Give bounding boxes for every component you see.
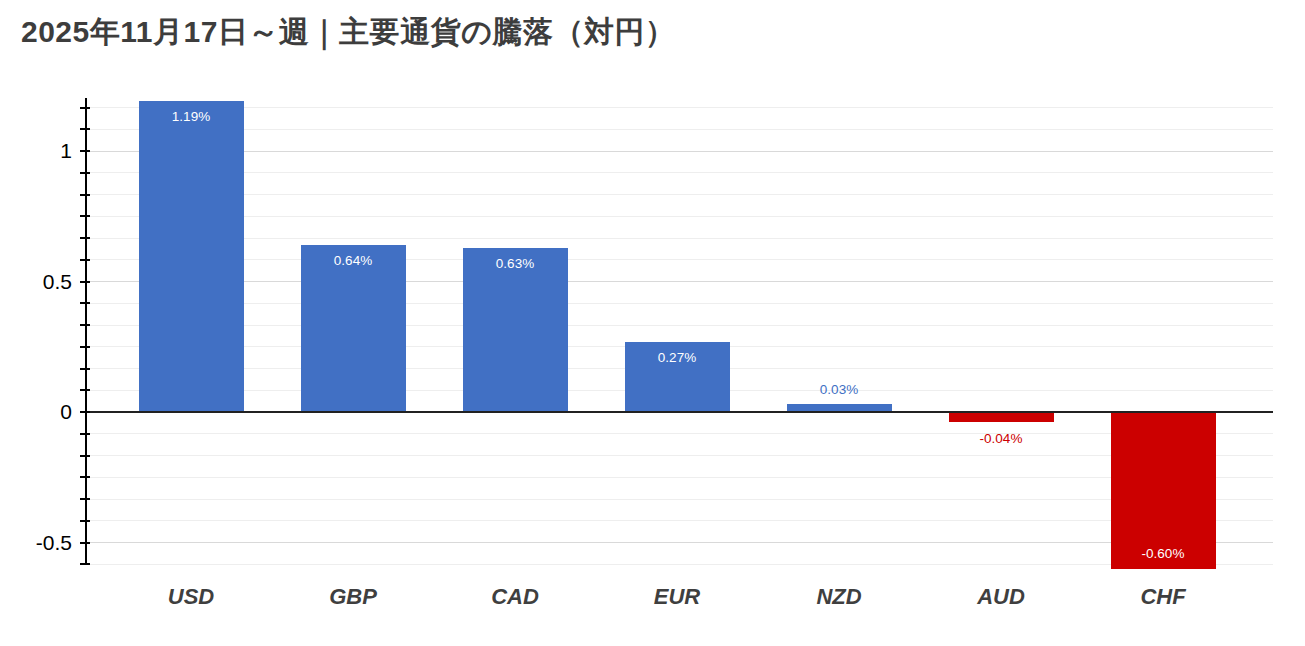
minor-gridline xyxy=(85,129,1273,130)
axis-tick xyxy=(80,476,90,478)
axis-tick xyxy=(80,389,90,391)
axis-tick xyxy=(80,498,90,500)
y-axis-label: 0.5 xyxy=(0,269,72,295)
bar-gbp xyxy=(301,245,406,412)
y-axis-label: 1 xyxy=(0,138,72,164)
minor-gridline xyxy=(85,172,1273,173)
axis-tick xyxy=(80,324,90,326)
axis-tick xyxy=(80,128,90,130)
axis-tick xyxy=(80,346,90,348)
category-label-eur: EUR xyxy=(612,584,742,610)
bar-usd xyxy=(139,101,244,412)
bar-value-label-aud: -0.04% xyxy=(949,431,1054,446)
axis-tick xyxy=(80,259,90,261)
minor-gridline xyxy=(85,325,1273,326)
axis-tick xyxy=(80,281,90,283)
major-gridline xyxy=(85,151,1273,152)
category-label-gbp: GBP xyxy=(288,584,418,610)
axis-tick xyxy=(80,563,90,565)
axis-tick xyxy=(80,194,90,196)
minor-gridline xyxy=(85,499,1273,500)
major-gridline xyxy=(85,281,1273,282)
chart-container: 2025年11月17日～週｜主要通貨の騰落（対円） 1.19% 0.64% 0.63… xyxy=(0,0,1305,646)
minor-gridline xyxy=(85,238,1273,239)
bar-value-label-chf: -0.60% xyxy=(1111,546,1216,561)
y-axis-label: 0 xyxy=(0,399,72,425)
zero-line xyxy=(85,411,1273,413)
axis-tick xyxy=(80,520,90,522)
axis-tick xyxy=(80,433,90,435)
axis-tick xyxy=(80,302,90,304)
major-gridline xyxy=(85,542,1273,543)
bar-value-label-nzd: 0.03% xyxy=(787,382,892,397)
minor-gridline xyxy=(85,194,1273,195)
y-axis-line xyxy=(85,98,87,565)
y-axis-label: -0.5 xyxy=(0,530,72,556)
axis-tick xyxy=(80,172,90,174)
bar-value-label-cad: 0.63% xyxy=(463,256,568,271)
minor-gridline xyxy=(85,564,1273,565)
category-label-chf: CHF xyxy=(1098,584,1228,610)
category-label-cad: CAD xyxy=(450,584,580,610)
minor-gridline xyxy=(85,259,1273,260)
category-label-nzd: NZD xyxy=(774,584,904,610)
bar-cad xyxy=(463,248,568,412)
minor-gridline xyxy=(85,477,1273,478)
minor-gridline xyxy=(85,107,1273,108)
chart-title: 2025年11月17日～週｜主要通貨の騰落（対円） xyxy=(21,12,675,53)
category-label-aud: AUD xyxy=(936,584,1066,610)
axis-tick xyxy=(80,411,90,413)
axis-tick xyxy=(80,150,90,152)
category-label-usd: USD xyxy=(126,584,256,610)
minor-gridline xyxy=(85,520,1273,521)
minor-gridline xyxy=(85,303,1273,304)
axis-tick xyxy=(80,368,90,370)
axis-tick xyxy=(80,215,90,217)
minor-gridline xyxy=(85,455,1273,456)
axis-tick xyxy=(80,237,90,239)
bar-value-label-gbp: 0.64% xyxy=(301,253,406,268)
bar-value-label-eur: 0.27% xyxy=(625,350,730,365)
minor-gridline xyxy=(85,433,1273,434)
bar-aud xyxy=(949,412,1054,422)
axis-tick xyxy=(80,107,90,109)
axis-tick xyxy=(80,455,90,457)
bar-value-label-usd: 1.19% xyxy=(139,109,244,124)
minor-gridline xyxy=(85,216,1273,217)
plot-area: 1.19% 0.64% 0.63% 0.27% 0.03% -0.04% -0.60% xyxy=(85,98,1273,570)
axis-tick xyxy=(80,542,90,544)
